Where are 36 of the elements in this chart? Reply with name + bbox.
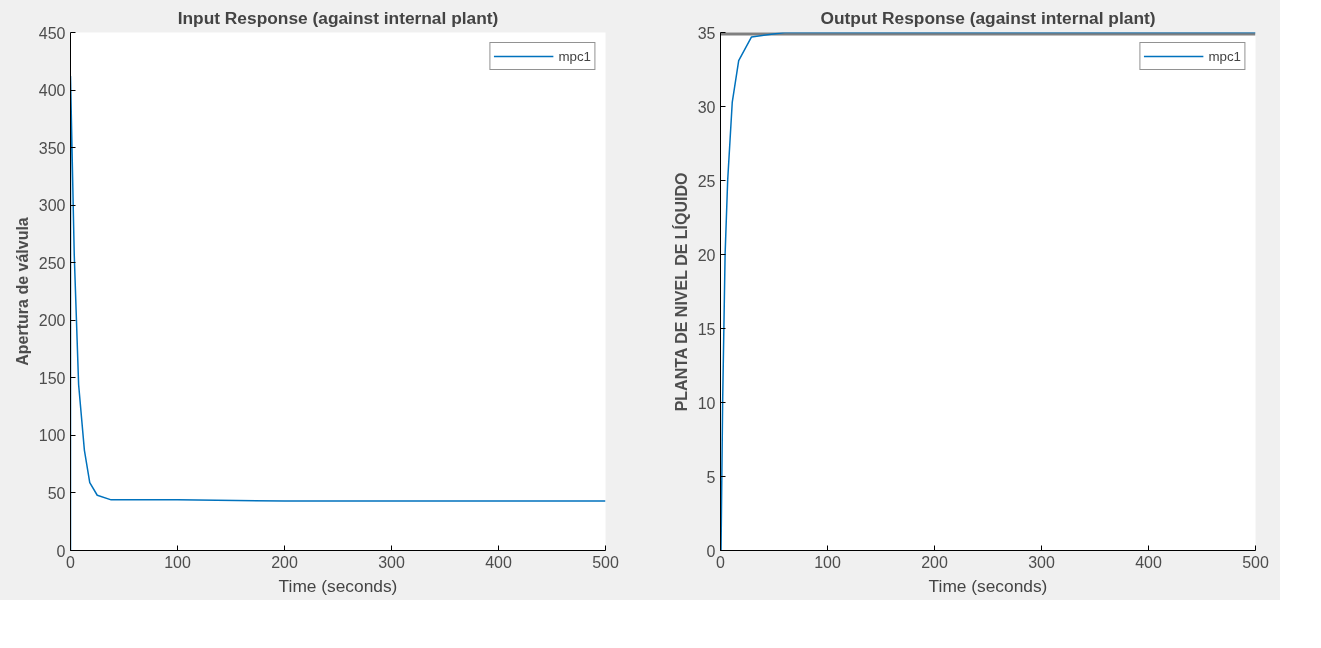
y-tick-label: 100 [38, 427, 66, 445]
y-tick-label: 5 [706, 468, 716, 486]
x-tick-label: 300 [1028, 553, 1055, 571]
y-tick-label: 400 [38, 82, 66, 100]
y-axis-title: Apertura de válvula [13, 217, 31, 366]
x-tick-label: 500 [592, 553, 619, 571]
y-tick-label: 30 [697, 98, 716, 116]
y-tick-label: 50 [47, 484, 66, 502]
x-tick-label: 400 [1135, 553, 1162, 571]
legend-label: mpc1 [1208, 48, 1241, 64]
y-axis-title: PLANTA DE NIVEL DE LÍQUIDO [671, 172, 690, 412]
y-tick-label: 350 [38, 139, 66, 157]
y-tick-label: 300 [38, 197, 66, 215]
x-tick-label: 200 [271, 553, 298, 571]
x-tick-label: 500 [1242, 553, 1269, 571]
chart-title: Input Response (against internal plant) [177, 7, 499, 28]
y-tick-label: 150 [38, 369, 66, 387]
legend-label: mpc1 [558, 48, 591, 64]
y-tick-label: 10 [697, 394, 716, 412]
x-axis-title: Time (seconds) [928, 575, 1048, 596]
x-tick-label: 100 [164, 553, 191, 571]
y-tick-label: 200 [38, 312, 66, 330]
x-axis-title: Time (seconds) [278, 575, 398, 596]
y-tick-label: 0 [56, 542, 66, 560]
x-tick-label: 200 [921, 553, 948, 571]
x-tick-label: 300 [378, 553, 405, 571]
y-tick-label: 15 [697, 320, 716, 338]
y-tick-label: 0 [706, 542, 716, 560]
y-tick-label: 450 [38, 24, 66, 42]
x-tick-label: 100 [814, 553, 841, 571]
chart-title: Output Response (against internal plant) [820, 7, 1156, 28]
y-tick-label: 20 [697, 246, 716, 264]
y-tick-label: 35 [697, 24, 716, 42]
x-tick-label: 400 [485, 553, 512, 571]
y-tick-label: 250 [38, 254, 66, 272]
y-tick-label: 25 [697, 172, 716, 190]
